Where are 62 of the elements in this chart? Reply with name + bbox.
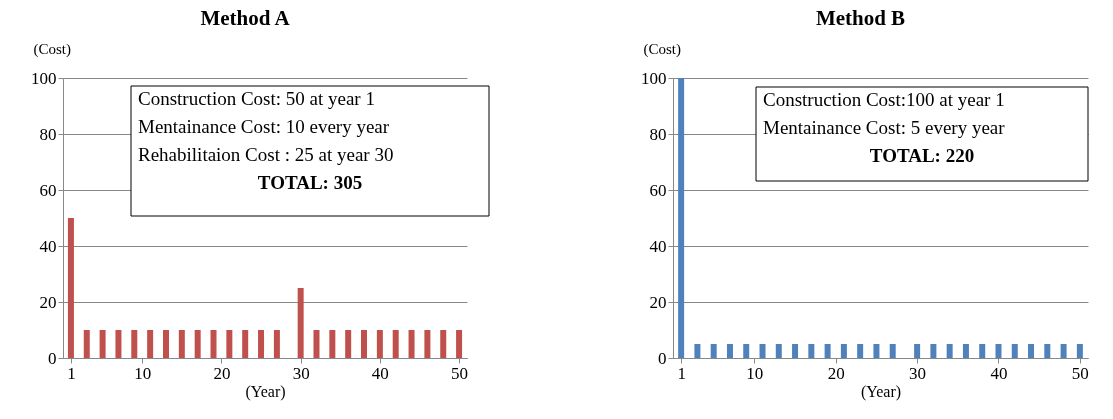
bar bbox=[376, 330, 383, 358]
bar bbox=[297, 288, 304, 358]
bar bbox=[361, 330, 368, 358]
annotation: Construction Cost:100 at year 1 bbox=[763, 89, 1005, 110]
x-tick-label: 20 bbox=[827, 363, 845, 383]
bar bbox=[242, 330, 249, 358]
annotation: Mentainance Cost: 5 every year bbox=[763, 117, 1006, 138]
x-tick-label: 30 bbox=[292, 363, 310, 383]
y-tick-label: 20 bbox=[39, 292, 57, 312]
x-tick-label: 20 bbox=[213, 363, 231, 383]
y-tick-label: 60 bbox=[649, 180, 667, 200]
y-tick-label: 60 bbox=[39, 180, 57, 200]
bar bbox=[456, 330, 463, 358]
bar bbox=[178, 330, 185, 358]
bar bbox=[162, 330, 169, 358]
bar bbox=[258, 330, 265, 358]
bar bbox=[273, 330, 280, 358]
annotation: TOTAL: 305 bbox=[257, 172, 363, 193]
y-axis-title: (Cost) bbox=[643, 40, 681, 58]
y-tick-label: 80 bbox=[39, 124, 57, 144]
y-tick-label: 100 bbox=[641, 68, 667, 88]
bar bbox=[67, 218, 74, 358]
y-tick-label: 20 bbox=[649, 292, 667, 312]
bar bbox=[226, 330, 233, 358]
bar bbox=[210, 330, 217, 358]
bar bbox=[440, 330, 447, 358]
annotation: TOTAL: 220 bbox=[869, 145, 975, 166]
chart-title: Method A bbox=[200, 6, 291, 30]
bar bbox=[313, 330, 320, 358]
y-tick-label: 0 bbox=[48, 348, 57, 368]
bar bbox=[147, 330, 154, 358]
y-tick-label: 0 bbox=[658, 348, 667, 368]
x-tick-label: 50 bbox=[1071, 363, 1089, 383]
x-tick-label: 30 bbox=[909, 363, 927, 383]
x-axis-title: (Year) bbox=[245, 382, 286, 401]
x-tick-label: 50 bbox=[451, 363, 469, 383]
bar bbox=[329, 330, 336, 358]
bar bbox=[131, 330, 138, 358]
annotation: Mentainance Cost: 10 every year bbox=[138, 116, 390, 137]
x-tick-label: 1 bbox=[677, 363, 686, 383]
x-tick-label: 1 bbox=[67, 363, 76, 383]
x-tick-label: 10 bbox=[746, 363, 764, 383]
bar bbox=[115, 330, 122, 358]
x-tick-label: 10 bbox=[134, 363, 152, 383]
y-axis-title: (Cost) bbox=[33, 40, 71, 58]
bar bbox=[83, 330, 90, 358]
x-axis-title: (Year) bbox=[860, 382, 902, 401]
bar bbox=[392, 330, 399, 358]
y-tick-label: 100 bbox=[31, 68, 57, 88]
x-tick-label: 40 bbox=[371, 363, 389, 383]
annotation: Rehabilitaion Cost : 25 at year 30 bbox=[138, 144, 394, 165]
y-tick-label: 40 bbox=[39, 236, 57, 256]
bar bbox=[99, 330, 106, 358]
bar bbox=[194, 330, 201, 358]
bar bbox=[424, 330, 431, 358]
bar bbox=[408, 330, 415, 358]
x-tick-label: 40 bbox=[990, 363, 1008, 383]
annotation: Construction Cost: 50 at year 1 bbox=[138, 88, 375, 109]
chart-title: Method B bbox=[815, 6, 906, 30]
y-tick-label: 80 bbox=[649, 124, 667, 144]
y-tick-label: 40 bbox=[649, 236, 667, 256]
bar bbox=[345, 330, 352, 358]
